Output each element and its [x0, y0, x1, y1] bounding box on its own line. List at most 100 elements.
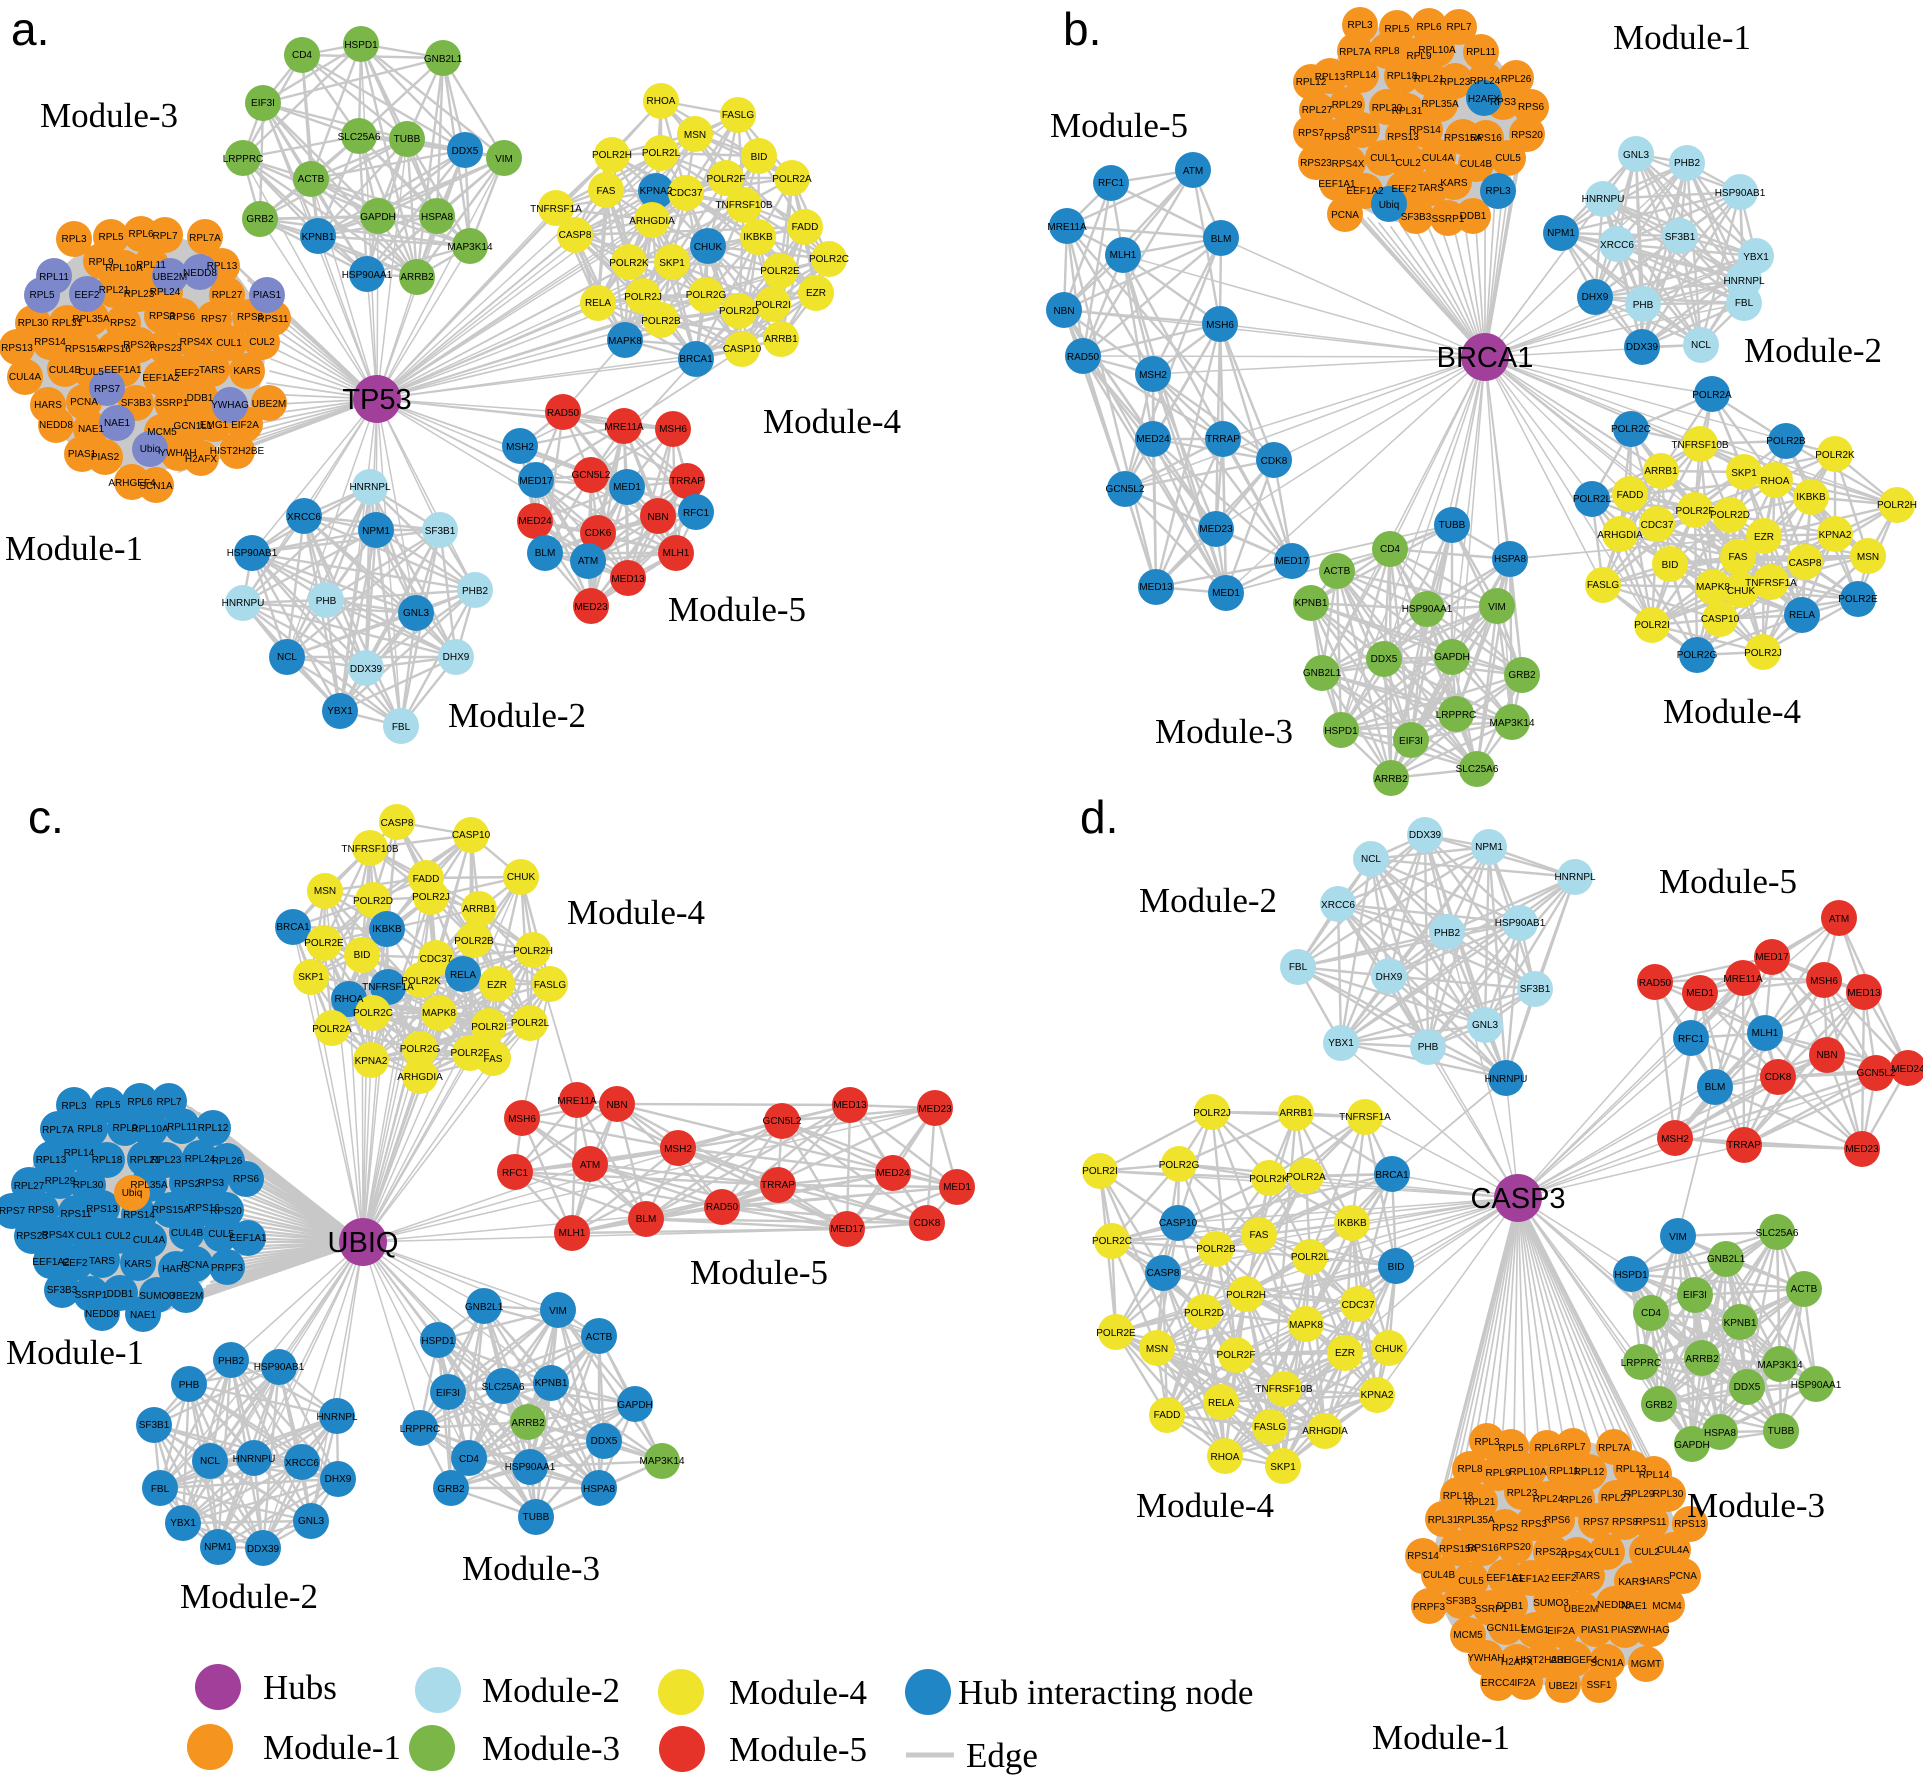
svg-text:RPS11: RPS11: [258, 314, 289, 325]
svg-text:YWHAH: YWHAH: [1467, 1653, 1504, 1664]
svg-text:MAP3K14: MAP3K14: [639, 1456, 684, 1467]
svg-text:XRCC6: XRCC6: [287, 512, 321, 523]
svg-text:MED23: MED23: [1199, 524, 1233, 535]
svg-text:POLR2K: POLR2K: [1815, 450, 1855, 461]
svg-text:HSP90AA1: HSP90AA1: [342, 270, 393, 281]
svg-text:PIAS1: PIAS1: [1581, 1625, 1610, 1636]
svg-text:POLR2L: POLR2L: [1291, 1252, 1330, 1263]
svg-text:RPS20: RPS20: [123, 340, 155, 351]
svg-text:Edge: Edge: [966, 1736, 1038, 1775]
svg-text:RPL3: RPL3: [61, 234, 86, 245]
svg-text:PHB: PHB: [179, 1380, 200, 1391]
svg-text:NAE1: NAE1: [1621, 1601, 1648, 1612]
svg-text:Module-4: Module-4: [729, 1673, 867, 1712]
svg-text:CDC37: CDC37: [420, 954, 453, 965]
svg-text:RPS16: RPS16: [1467, 1543, 1499, 1554]
svg-text:ACTB: ACTB: [1791, 1284, 1818, 1295]
svg-text:POLR2E: POLR2E: [1838, 594, 1878, 605]
svg-text:PHB: PHB: [316, 596, 337, 607]
svg-text:KARS: KARS: [1440, 178, 1468, 189]
svg-text:EIF2A: EIF2A: [231, 420, 259, 431]
svg-text:IKBKB: IKBKB: [743, 232, 773, 243]
svg-text:RPL11: RPL11: [39, 272, 69, 283]
svg-text:FADD: FADD: [1617, 490, 1644, 501]
svg-text:TNFRSF1A: TNFRSF1A: [1745, 578, 1797, 589]
svg-text:MED17: MED17: [519, 476, 553, 487]
svg-text:FADD: FADD: [1154, 1410, 1181, 1421]
svg-text:Hub interacting node: Hub interacting node: [958, 1673, 1253, 1712]
svg-text:LRPPRC: LRPPRC: [223, 154, 264, 165]
svg-text:BRCA1: BRCA1: [1375, 1170, 1409, 1181]
svg-text:MLH1: MLH1: [663, 548, 690, 559]
svg-text:EEF1A2: EEF1A2: [32, 1257, 70, 1268]
svg-text:Module-1: Module-1: [1613, 18, 1751, 57]
svg-text:ARHGDIA: ARHGDIA: [629, 216, 675, 227]
svg-text:HSPA8: HSPA8: [583, 1484, 615, 1495]
svg-text:PRPF3: PRPF3: [1413, 1602, 1446, 1613]
svg-text:ARRB2: ARRB2: [400, 272, 434, 283]
svg-text:FAS: FAS: [484, 1054, 503, 1065]
svg-text:HNRNPL: HNRNPL: [1723, 276, 1765, 287]
svg-text:TUBB: TUBB: [523, 1512, 550, 1523]
svg-text:TARS: TARS: [89, 1256, 115, 1267]
svg-text:RPL18: RPL18: [92, 1155, 123, 1166]
svg-text:RPL3: RPL3: [1474, 1437, 1499, 1448]
svg-text:RPL7A: RPL7A: [189, 233, 221, 244]
svg-text:SF3B3: SF3B3: [121, 398, 152, 409]
svg-text:PCNA: PCNA: [1331, 210, 1359, 221]
svg-text:TARS: TARS: [1574, 1571, 1600, 1582]
svg-text:TNFRSF1A: TNFRSF1A: [362, 982, 414, 993]
svg-text:PIAS2: PIAS2: [91, 452, 120, 463]
svg-text:NAE1: NAE1: [104, 418, 131, 429]
svg-text:RPL30: RPL30: [1372, 103, 1403, 114]
svg-text:CUL2: CUL2: [105, 1231, 131, 1242]
svg-text:RHOA: RHOA: [335, 994, 364, 1005]
svg-text:FBL: FBL: [392, 722, 411, 733]
svg-text:Module-3: Module-3: [462, 1549, 600, 1588]
svg-text:ACTB: ACTB: [298, 174, 325, 185]
svg-text:Module-2: Module-2: [448, 696, 586, 735]
svg-text:EIF3I: EIF3I: [1683, 1290, 1707, 1301]
svg-text:RPL35A: RPL35A: [130, 1180, 168, 1191]
svg-text:MED17: MED17: [830, 1224, 864, 1235]
svg-text:POLR2J: POLR2J: [624, 292, 662, 303]
svg-text:XRCC6: XRCC6: [1600, 240, 1634, 251]
svg-text:GAPDH: GAPDH: [1434, 652, 1470, 663]
svg-text:GNL3: GNL3: [1623, 150, 1650, 161]
svg-text:RPL21: RPL21: [1465, 1497, 1496, 1508]
svg-text:POLR2F: POLR2F: [1217, 1350, 1256, 1361]
svg-text:RPL3: RPL3: [61, 1101, 86, 1112]
svg-text:DDB1: DDB1: [1460, 211, 1487, 222]
svg-text:RPS11: RPS11: [1347, 125, 1378, 136]
svg-text:Ubiq: Ubiq: [122, 1188, 143, 1199]
svg-text:MAPK8: MAPK8: [422, 1008, 456, 1019]
svg-text:DHX9: DHX9: [1582, 292, 1609, 303]
svg-text:POLR2C: POLR2C: [353, 1008, 393, 1019]
svg-text:POLR2D: POLR2D: [1184, 1308, 1224, 1319]
svg-text:Module-3: Module-3: [482, 1729, 620, 1768]
svg-text:NEDD8: NEDD8: [39, 420, 73, 431]
svg-text:DDX5: DDX5: [452, 146, 479, 157]
svg-text:FAS: FAS: [1250, 1230, 1269, 1241]
svg-text:RPL23: RPL23: [124, 289, 155, 300]
svg-text:EIF3I: EIF3I: [436, 1388, 460, 1399]
svg-text:RPL9: RPL9: [1406, 51, 1431, 62]
svg-text:POLR2E: POLR2E: [304, 938, 344, 949]
svg-text:PHB2: PHB2: [1674, 158, 1701, 169]
svg-text:GRB2: GRB2: [1645, 1400, 1673, 1411]
svg-text:MSN: MSN: [684, 130, 706, 141]
svg-text:RPL7A: RPL7A: [42, 1125, 74, 1136]
svg-text:Module-3: Module-3: [1155, 712, 1293, 751]
svg-text:EMG1: EMG1: [200, 420, 229, 431]
svg-text:POLR2G: POLR2G: [400, 1044, 441, 1055]
svg-text:MAPK8: MAPK8: [1696, 582, 1730, 593]
svg-text:SLC25A6: SLC25A6: [1456, 764, 1499, 775]
svg-text:KARS: KARS: [1618, 1577, 1646, 1588]
svg-text:ARRB1: ARRB1: [1279, 1108, 1313, 1119]
svg-text:EEF2: EEF2: [1391, 184, 1416, 195]
svg-text:RPL14: RPL14: [1639, 1470, 1670, 1481]
svg-text:GNB2L1: GNB2L1: [465, 1302, 504, 1313]
svg-text:RPS8: RPS8: [237, 312, 264, 323]
svg-text:HNRNPU: HNRNPU: [222, 598, 265, 609]
svg-text:ATM: ATM: [578, 556, 598, 567]
